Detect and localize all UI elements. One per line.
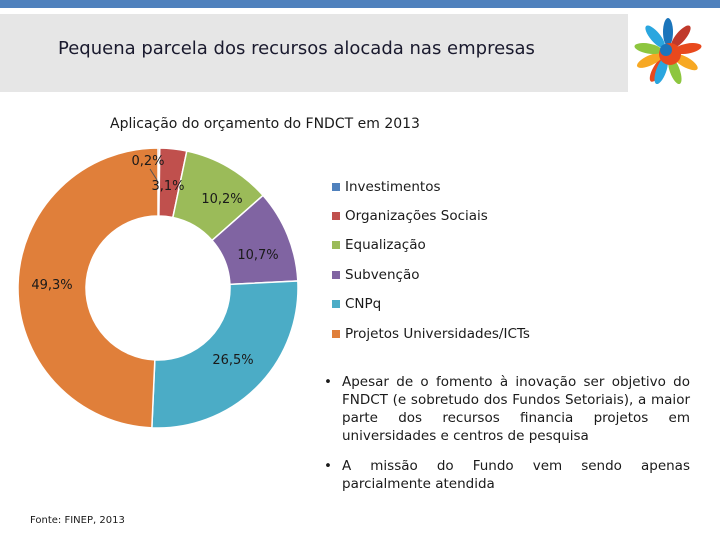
logo-petal <box>671 25 691 48</box>
logo-petal <box>637 52 663 68</box>
donut-chart: 0,2% 3,1% 10,2% 10,7% 26,5% 49,3% <box>17 147 299 429</box>
legend-label: Organizações Sociais <box>345 208 488 225</box>
legend-swatch <box>332 182 340 191</box>
data-label: 0,2% <box>131 154 164 169</box>
legend-item: CNPq <box>332 290 530 319</box>
data-label: 3,1% <box>151 179 184 194</box>
bullet-list: • Apesar de o fomento à inovação ser obje… <box>322 373 690 505</box>
logo-petal <box>673 43 702 55</box>
chart-legend: Investimentos Organizações Sociais Equaliz… <box>332 172 530 348</box>
legend-label: Projetos Universidades/ICTs <box>345 325 530 342</box>
legend-swatch <box>332 329 340 338</box>
legend-label: Equalização <box>345 237 426 254</box>
legend-swatch <box>332 212 340 221</box>
data-label: 10,2% <box>201 192 242 207</box>
data-label: 10,7% <box>237 248 278 263</box>
bullet-text: A missão do Fundo vem sendo apenas parci… <box>342 458 690 492</box>
data-label: 26,5% <box>212 353 253 368</box>
logo-petal <box>654 57 668 85</box>
logo-petal <box>634 43 663 55</box>
logo-petal <box>663 18 673 46</box>
legend-item: Organizações Sociais <box>332 201 530 230</box>
bullet-dot-icon: • <box>324 374 332 390</box>
chart-title: Aplicação do orçamento do FNDCT em 2013 <box>110 116 420 132</box>
logo-center-inner <box>660 44 672 56</box>
label-leader-line <box>149 168 158 181</box>
legend-swatch <box>332 270 340 279</box>
legend-item: Equalização <box>332 231 530 260</box>
colorful-hands-logo-icon <box>634 18 702 85</box>
legend-item: Subvenção <box>332 260 530 289</box>
slice-projetos-universidades-icts <box>17 147 159 429</box>
bullet-item: • A missão do Fundo vem sendo apenas parc… <box>322 457 690 493</box>
bullet-text: Apesar de o fomento à inovação ser objet… <box>342 374 690 444</box>
top-accent-bar <box>0 0 720 8</box>
bullet-item: • Apesar de o fomento à inovação ser obje… <box>322 373 690 445</box>
bullet-dot-icon: • <box>324 458 332 474</box>
legend-item: Projetos Universidades/ICTs <box>332 319 530 348</box>
legend-swatch <box>332 300 340 309</box>
legend-swatch <box>332 241 340 250</box>
source-note: Fonte: FINEP, 2013 <box>30 515 125 526</box>
legend-item: Investimentos <box>332 172 530 201</box>
slice-cnpq <box>151 280 299 429</box>
legend-label: Subvenção <box>345 266 420 283</box>
legend-label: Investimentos <box>345 178 441 195</box>
data-label: 49,3% <box>31 278 72 293</box>
legend-label: CNPq <box>345 296 382 313</box>
slide-title: Pequena parcela dos recursos alocada nas… <box>58 38 535 59</box>
logo-petal <box>645 25 665 48</box>
title-band: Pequena parcela dos recursos alocada nas… <box>0 14 628 92</box>
